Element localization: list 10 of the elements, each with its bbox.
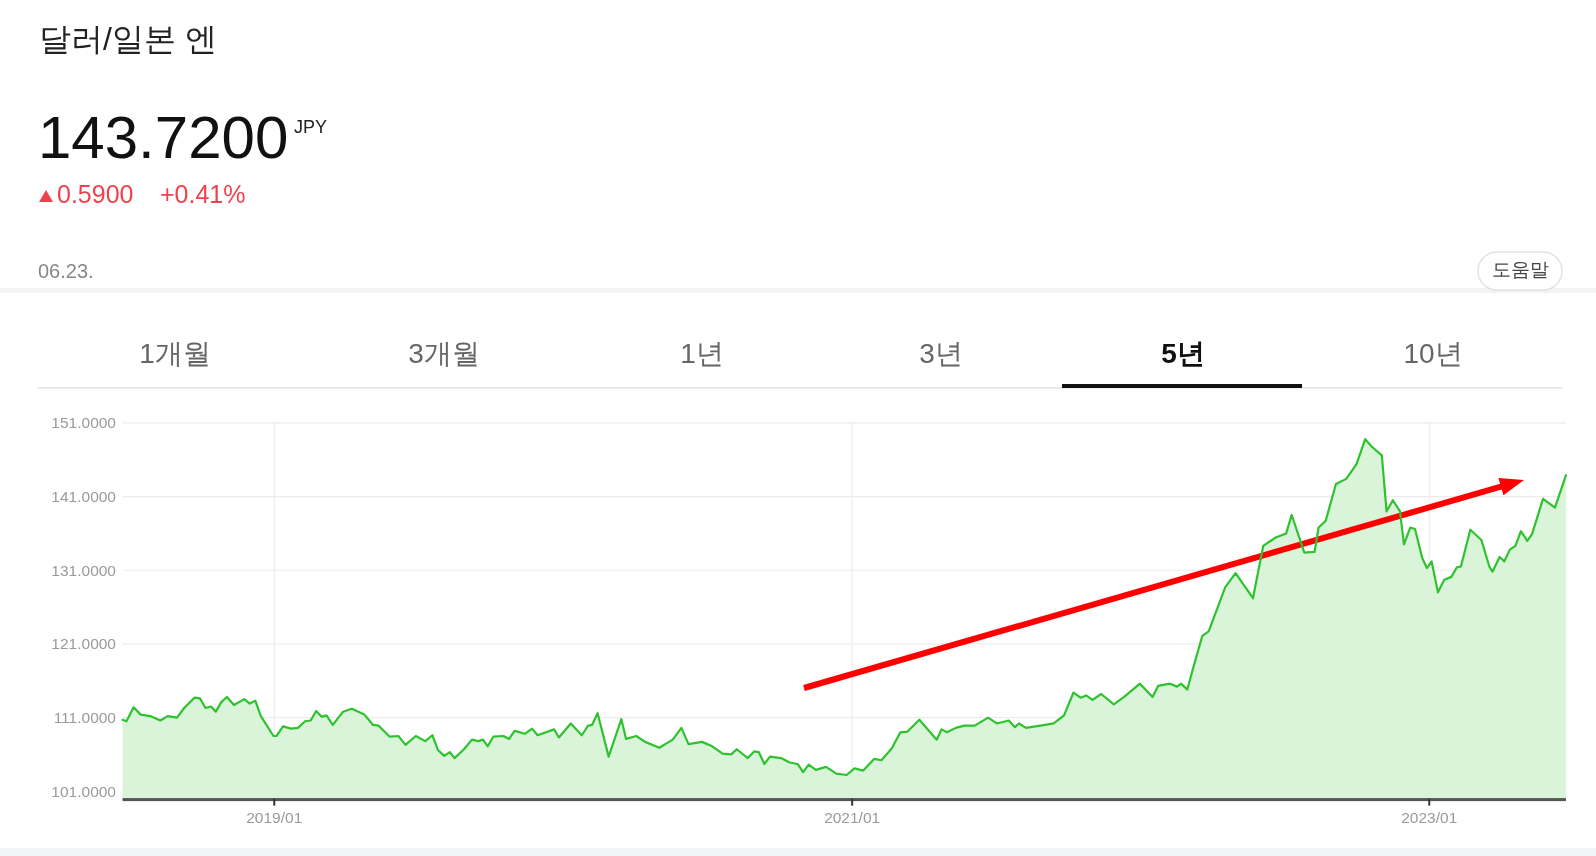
y-tick-label: 111.0000 <box>53 709 117 727</box>
x-tick-label: 2023/01 <box>1401 809 1458 826</box>
y-tick-label: 141.0000 <box>51 488 117 506</box>
y-tick-label: 121.0000 <box>51 635 117 653</box>
chart-title: 달러/일본 엔 <box>39 21 217 57</box>
y-tick-label: 101.0000 <box>51 782 117 800</box>
x-tick-label: 2021/01 <box>824 809 881 826</box>
x-tick-label: 2019/01 <box>246 809 303 826</box>
y-tick-label: 131.0000 <box>51 561 117 579</box>
y-tick-label: 151.0000 <box>51 414 117 432</box>
